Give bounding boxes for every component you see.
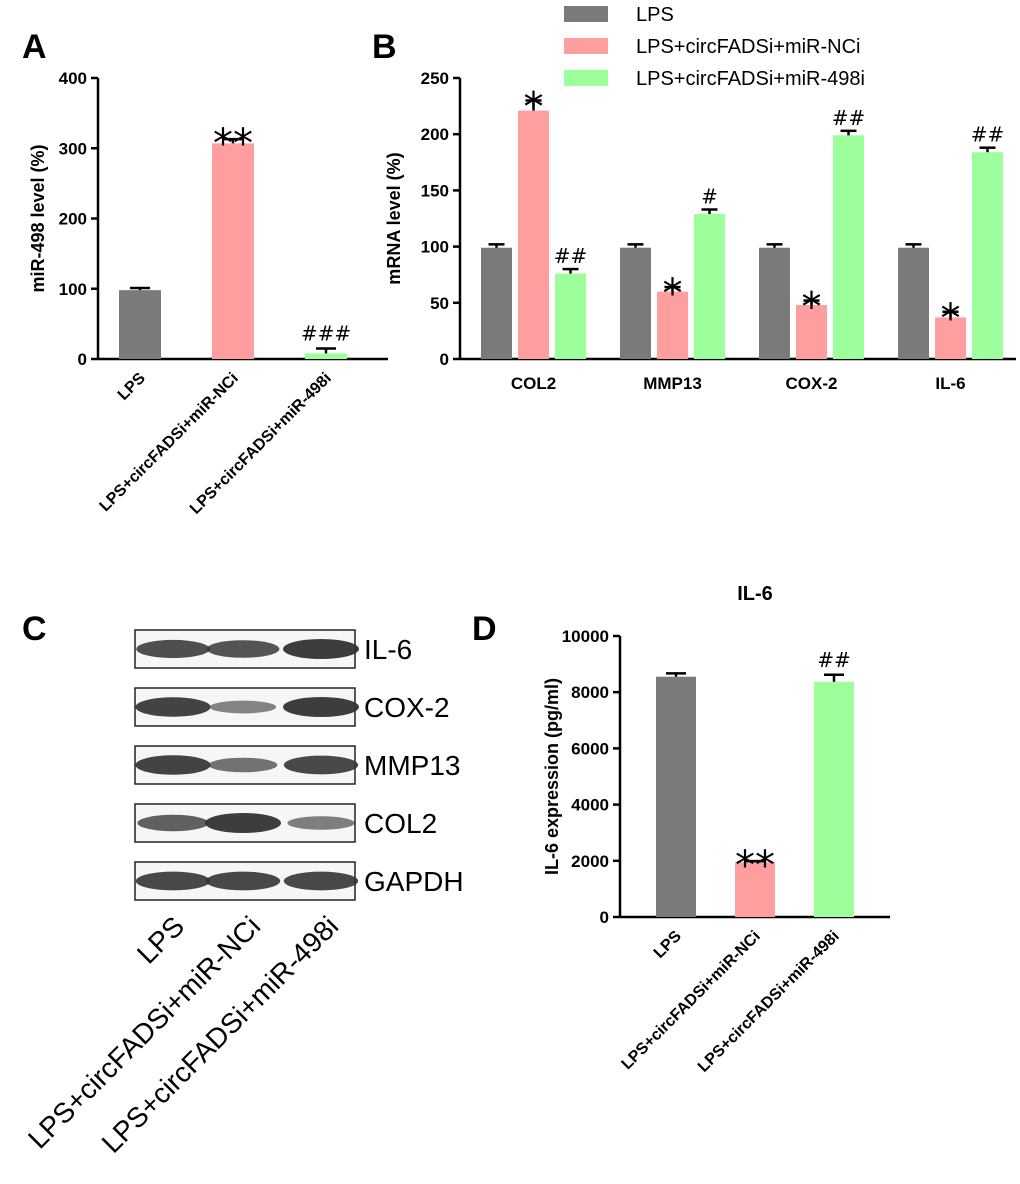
chart-b-significance-label: ##: [971, 123, 1005, 147]
chart-b: 0 50 100 150 200 250 * ## COL2 * # MMP13 * ## COX-2 * ##…: [384, 4, 1016, 393]
chart-d-x-tick-label: LPS+circFADSi+miR-498i: [695, 928, 843, 1076]
chart-d-y-axis-title: IL-6 expression (pg/ml): [542, 678, 562, 875]
chart-d-y-tick-label: 2000: [571, 852, 609, 871]
blot-band-gapdh-lane-2: [205, 871, 281, 891]
blot-band-col2-lane-1: [137, 814, 209, 832]
chart-b-significance-label: #: [701, 185, 718, 209]
blot-band-col2-lane-2: [205, 813, 281, 833]
chart-d-x-tick-label: LPS+circFADSi+miR-NCi: [619, 928, 764, 1073]
chart-b-y-tick-label: 0: [440, 350, 449, 369]
chart-b-y-tick-label: 200: [421, 125, 449, 144]
blot-band-cox-2-lane-1: [135, 697, 211, 717]
chart-b-legend-swatch-mir-498i: [564, 70, 608, 86]
chart-b-bar-mmp13-mir-nci: [657, 291, 688, 359]
chart-b-bar-il-6-lps: [898, 247, 929, 359]
chart-b-legend-label: LPS+circFADSi+miR-498i: [636, 68, 865, 90]
chart-a-bar-lps: [119, 290, 161, 359]
blot-protein-label: COX-2: [364, 692, 450, 723]
panel-label-b: B: [372, 28, 397, 66]
blot-band-gapdh-lane-3: [283, 871, 359, 891]
chart-b-bar-col2-mir-nci: [518, 110, 549, 359]
chart-b-legend-swatch-lps: [564, 6, 608, 22]
blot-protein-label: IL-6: [364, 634, 412, 665]
chart-b-y-tick-label: 150: [421, 181, 449, 200]
blot-protein-label: GAPDH: [364, 866, 464, 897]
chart-a-y-tick-label: 300: [59, 139, 87, 158]
chart-b-bar-cox-2-mir-nci: [796, 305, 827, 359]
chart-a-x-tick-label: LPS: [115, 370, 149, 404]
panel-label-c: C: [22, 610, 47, 648]
chart-d-bar-lps-circfadsi-mir-nci: [735, 862, 775, 917]
chart-b-x-tick-label: COL2: [511, 374, 556, 393]
chart-d-y-tick-label: 6000: [571, 739, 609, 758]
chart-a-significance-label: **: [213, 121, 253, 167]
chart-b-y-tick-label: 100: [421, 238, 449, 257]
chart-d-y-tick-label: 4000: [571, 796, 609, 815]
chart-b-x-tick-label: IL-6: [935, 374, 965, 393]
chart-d-title: IL-6: [737, 583, 773, 605]
chart-b-bar-cox-2-lps: [759, 247, 790, 359]
chart-b-y-tick-label: 250: [421, 69, 449, 88]
chart-b-y-axis-title: mRNA level (%): [384, 152, 404, 284]
chart-a-y-axis-title: miR-498 level (%): [28, 144, 48, 292]
blot-band-il-6-lane-2: [206, 640, 280, 658]
chart-b-significance-label: ##: [554, 244, 588, 268]
chart-b-bar-cox-2-mir-498i: [833, 135, 864, 359]
chart-b-significance-label: *: [524, 84, 544, 130]
chart-b-x-tick-label: COX-2: [786, 374, 838, 393]
chart-d-bar-lps: [656, 676, 696, 917]
chart-b-significance-label: *: [941, 296, 961, 342]
chart-b-x-tick-label: MMP13: [643, 374, 702, 393]
blot-band-gapdh-lane-1: [135, 871, 211, 891]
chart-d-x-tick-label: LPS: [651, 928, 685, 962]
chart-a-bar-lps-circfadsi-mir-nci: [212, 143, 254, 359]
chart-a-y-tick-label: 100: [59, 280, 87, 299]
blot-band-mmp13-lane-3: [283, 755, 359, 775]
chart-a-y-tick-label: 200: [59, 210, 87, 229]
blot-band-col2-lane-3: [287, 816, 355, 830]
chart-b-legend-label: LPS: [636, 4, 674, 26]
chart-b-legend-label: LPS+circFADSi+miR-NCi: [636, 36, 860, 58]
blot-band-mmp13-lane-1: [135, 755, 211, 775]
chart-a: 0100200300400LPS**LPS+circFADSi+miR-NCi#…: [28, 69, 388, 518]
blot-band-cox-2-lane-2: [209, 700, 277, 714]
chart-d-significance-label: **: [735, 843, 775, 889]
blot-protein-label: COL2: [364, 808, 437, 839]
panel-label-d: D: [472, 610, 497, 648]
chart-b-bar-mmp13-mir-498i: [694, 214, 725, 359]
panel-label-a: A: [22, 28, 47, 66]
blot-lane-label: LPS: [131, 910, 190, 969]
chart-b-bar-mmp13-lps: [620, 247, 651, 359]
blot-protein-label: MMP13: [364, 750, 460, 781]
blot-band-cox-2-lane-3: [283, 697, 359, 717]
chart-d-bar-lps-circfadsi-mir-498i: [814, 681, 854, 917]
chart-b-bar-il-6-mir-498i: [972, 152, 1003, 359]
chart-b-legend-swatch-mir-nci: [564, 38, 608, 54]
blot-band-il-6-lane-1: [136, 639, 210, 659]
chart-b-significance-label: ##: [832, 106, 866, 130]
chart-a-y-tick-label: 400: [59, 69, 87, 88]
chart-a-significance-label: ###: [301, 321, 351, 345]
chart-d-significance-label: ##: [817, 648, 851, 672]
chart-b-bar-col2-mir-498i: [555, 273, 586, 359]
chart-b-significance-label: *: [663, 271, 683, 317]
chart-d-y-tick-label: 8000: [571, 683, 609, 702]
chart-a-y-tick-label: 0: [78, 350, 87, 369]
chart-b-y-tick-label: 50: [430, 294, 449, 313]
chart-b-bar-col2-lps: [481, 247, 512, 359]
chart-d: 0 2000 4000 6000 8000 10000 LPS ** LPS+circFADSi…: [542, 583, 890, 1076]
blot-band-il-6-lane-3: [283, 639, 359, 659]
blot-band-mmp13-lane-2: [208, 757, 278, 773]
chart-b-significance-label: *: [802, 285, 822, 331]
chart-b-bar-il-6-mir-nci: [935, 317, 966, 359]
chart-d-y-tick-label: 0: [600, 908, 609, 927]
chart-a-bar-lps-circfadsi-mir-498i: [305, 353, 347, 359]
chart-d-y-tick-label: 10000: [562, 627, 609, 646]
western-blot-c: IL-6COX-2MMP13COL2GAPDHLPSLPS+circFADSi+…: [22, 629, 464, 1159]
